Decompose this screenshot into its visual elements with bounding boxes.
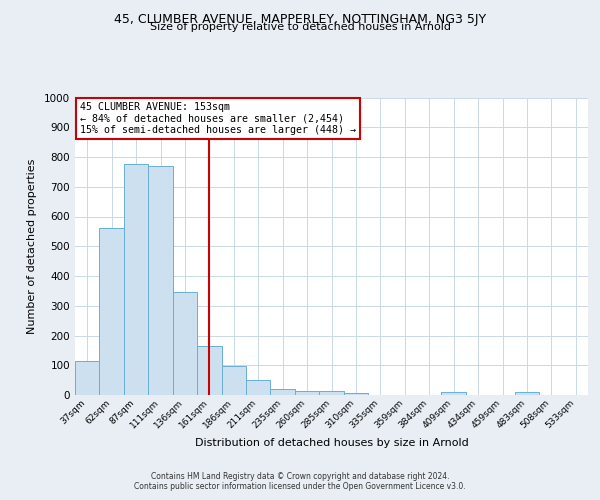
Bar — [515, 392, 539, 395]
Bar — [295, 392, 319, 395]
Bar — [344, 392, 368, 395]
Bar — [75, 362, 100, 395]
Bar — [173, 292, 197, 395]
Text: 45 CLUMBER AVENUE: 153sqm
← 84% of detached houses are smaller (2,454)
15% of se: 45 CLUMBER AVENUE: 153sqm ← 84% of detac… — [80, 102, 356, 135]
Bar — [271, 389, 295, 395]
Bar — [221, 366, 246, 395]
Text: Contains public sector information licensed under the Open Government Licence v3: Contains public sector information licen… — [134, 482, 466, 491]
Bar — [442, 392, 466, 395]
Bar — [246, 380, 271, 395]
Bar — [100, 228, 124, 395]
Bar — [148, 166, 173, 395]
Y-axis label: Number of detached properties: Number of detached properties — [27, 158, 37, 334]
Text: Contains HM Land Registry data © Crown copyright and database right 2024.: Contains HM Land Registry data © Crown c… — [151, 472, 449, 481]
Bar — [197, 346, 221, 395]
X-axis label: Distribution of detached houses by size in Arnold: Distribution of detached houses by size … — [194, 438, 469, 448]
Bar — [124, 164, 148, 395]
Bar — [319, 392, 344, 395]
Text: Size of property relative to detached houses in Arnold: Size of property relative to detached ho… — [149, 22, 451, 32]
Text: 45, CLUMBER AVENUE, MAPPERLEY, NOTTINGHAM, NG3 5JY: 45, CLUMBER AVENUE, MAPPERLEY, NOTTINGHA… — [114, 12, 486, 26]
